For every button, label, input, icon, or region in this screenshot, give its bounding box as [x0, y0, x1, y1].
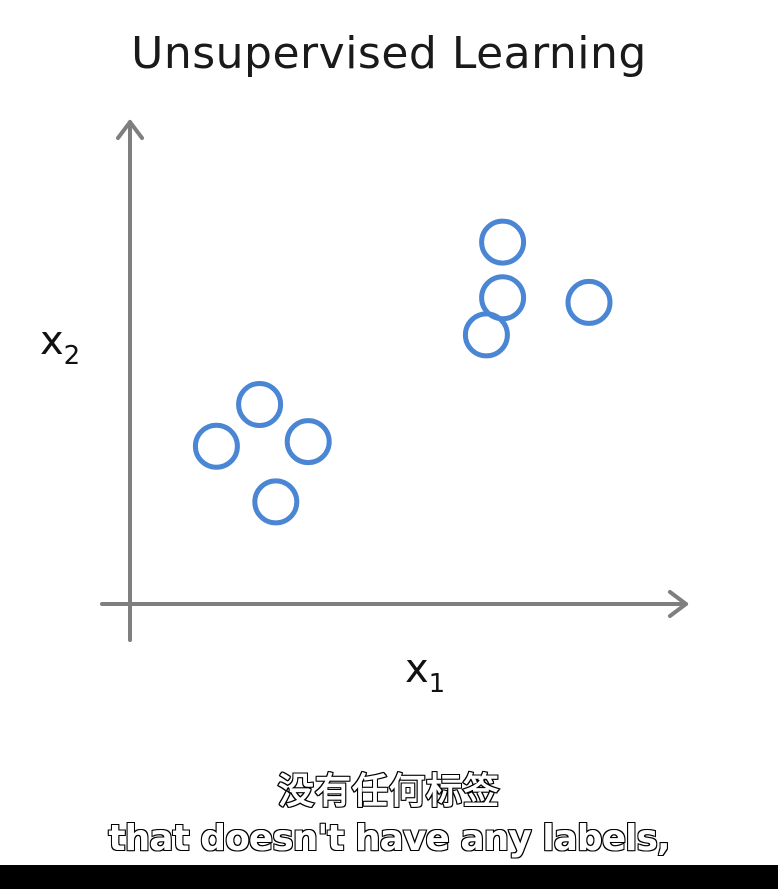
chart-title: Unsupervised Learning: [131, 28, 647, 79]
y-axis-arrow-left: [116, 120, 132, 140]
x-axis-arrow-top: [668, 590, 688, 606]
subtitle-english: that doesn't have any labels,: [107, 817, 671, 860]
data-point: [192, 422, 240, 470]
x-axis-label: x1: [405, 646, 446, 699]
data-points: [192, 218, 613, 526]
axes: [100, 120, 688, 642]
data-point: [479, 274, 527, 322]
subtitle-chinese: 没有任何标签: [277, 770, 500, 813]
data-point: [479, 218, 527, 266]
y-axis-arrow-right: [128, 120, 144, 140]
y-axis-label: x2: [40, 318, 81, 371]
data-point: [252, 478, 300, 526]
x-axis-arrow-bottom: [668, 602, 688, 618]
data-point: [565, 278, 613, 326]
data-point: [284, 418, 332, 466]
video-bottom-bar: [0, 865, 778, 889]
data-point: [236, 381, 284, 428]
